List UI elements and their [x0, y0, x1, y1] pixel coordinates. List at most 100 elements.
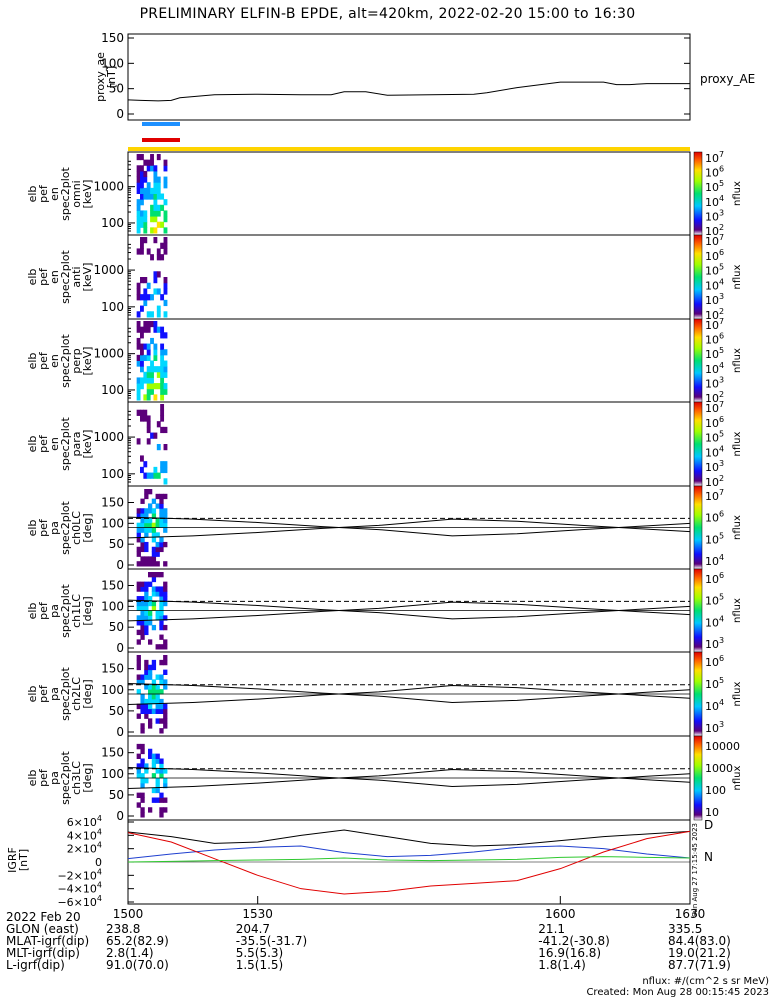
colorbar — [693, 485, 703, 570]
heatmap-cell — [155, 532, 160, 538]
heatmap-cell — [136, 655, 141, 661]
heatmap-cell — [155, 684, 160, 690]
heatmap-cell — [160, 354, 165, 361]
heatmap-cell — [160, 377, 165, 384]
heatmap-cell — [159, 541, 164, 548]
proxy-y-axis-label: proxy_ae [nT] — [94, 52, 118, 102]
igrf-component-line — [127, 829, 691, 847]
heatmap-cell — [144, 527, 149, 533]
heatmap-cell — [153, 466, 158, 474]
heatmap-cell — [136, 600, 141, 607]
igrf-tick-label: 6×104 — [67, 814, 102, 829]
heatmap-cell — [163, 684, 168, 690]
heatmap-cell — [159, 792, 164, 798]
heatmap-cell — [160, 461, 165, 468]
energy-tick-label: 1000 — [93, 347, 124, 361]
heatmap-cell — [163, 478, 168, 485]
heatmap-cell — [140, 466, 144, 474]
heatmap-cell — [136, 679, 141, 685]
colorbar-tick-label: 107 — [705, 233, 724, 248]
heatmap-cell — [163, 778, 168, 784]
proxy-ae-series-label: proxy_AE — [700, 72, 755, 86]
ephemeris-value: 84.4(83.0) — [668, 934, 731, 948]
heatmap-cell — [155, 493, 160, 500]
heatmap-cell — [151, 659, 157, 666]
heatmap-cell — [140, 763, 145, 769]
colorbar — [693, 151, 703, 236]
colorbar-tick-label: 102 — [705, 474, 724, 489]
heatmap-cell — [136, 383, 141, 390]
heatmap-cell — [144, 561, 149, 567]
heatmap-cell — [163, 513, 168, 519]
heatmap-cell — [146, 282, 151, 289]
time-tick-label: 1530 — [242, 907, 273, 921]
heatmap-cell — [136, 513, 141, 519]
heatmap-cell — [146, 421, 151, 428]
heatmap-cell — [160, 254, 165, 261]
heatmap-cell — [143, 409, 148, 416]
heatmap-cell — [147, 615, 153, 621]
heatmap-cell — [136, 227, 141, 234]
heatmap-cell — [153, 187, 158, 194]
heatmap-cell — [155, 718, 160, 724]
heatmap-cell — [136, 713, 141, 719]
heatmap-cell — [146, 383, 151, 390]
heatmap-cell — [155, 698, 160, 705]
colorbar-tick-label: 106 — [705, 332, 724, 347]
ephemeris-value: 87.7(71.9) — [668, 958, 731, 972]
heatmap-cell — [140, 596, 145, 602]
heatmap-cell — [163, 444, 168, 451]
heatmap-cell — [147, 522, 153, 528]
heatmap-cell — [143, 294, 148, 301]
colorbar-tick-label: 100 — [705, 784, 726, 797]
ephemeris-value: 21.1 — [538, 922, 566, 936]
ephemeris-row-label: 2022 Feb 20 — [6, 910, 81, 924]
heatmap-cell — [140, 728, 145, 734]
heatmap-cell — [146, 371, 151, 378]
heatmap-cell — [155, 694, 160, 700]
heatmap-cell — [136, 664, 141, 671]
heatmap-cell — [159, 624, 164, 631]
heatmap-cell — [159, 522, 164, 528]
time-tick-label: 1500 — [113, 907, 144, 921]
heatmap-cell — [147, 698, 153, 705]
heatmap-cell — [151, 763, 157, 769]
heatmap-cell — [136, 551, 141, 557]
colorbar-tick-label: 105 — [705, 593, 724, 608]
heatmap-cell — [160, 326, 165, 333]
heatmap-cell — [143, 216, 148, 223]
heatmap-cell — [140, 556, 145, 562]
pitch-tick-label: 100 — [101, 767, 124, 781]
heatmap-cell — [163, 596, 168, 602]
energy-tick-label: 1000 — [93, 263, 124, 277]
heatmap-cell — [146, 472, 151, 479]
heatmap-cell — [153, 199, 158, 206]
heatmap-cell — [163, 591, 168, 597]
proxy-y-tick-label: 100 — [101, 56, 124, 70]
heatmap-cell — [136, 753, 141, 759]
heatmap-cell — [143, 159, 148, 166]
heatmap-cell — [144, 703, 149, 710]
heatmap-cell — [153, 321, 158, 328]
spectrogram-frame — [127, 151, 691, 236]
energy-tick-label: 1000 — [93, 430, 124, 444]
heatmap-cell — [140, 674, 145, 680]
heatmap-cell — [151, 679, 157, 685]
heatmap-cell — [140, 294, 144, 301]
heatmap-cell — [147, 596, 153, 602]
spectrogram-frame — [127, 234, 691, 320]
heatmap-cell — [163, 522, 168, 528]
heatmap-cell — [146, 349, 151, 356]
heatmap-cell — [153, 354, 158, 361]
heatmap-cell — [155, 503, 160, 509]
heatmap-cell — [143, 210, 148, 217]
heatmap-cell — [140, 193, 144, 200]
heatmap-cell — [155, 708, 160, 714]
colorbar — [693, 318, 703, 403]
heatmap-cell — [140, 187, 144, 194]
heatmap-cell — [140, 242, 144, 249]
heatmap-cell — [159, 689, 164, 695]
heatmap-cell — [136, 326, 141, 333]
heatmap-cell — [150, 227, 154, 234]
colorbar-tick-label: 106 — [705, 165, 724, 180]
